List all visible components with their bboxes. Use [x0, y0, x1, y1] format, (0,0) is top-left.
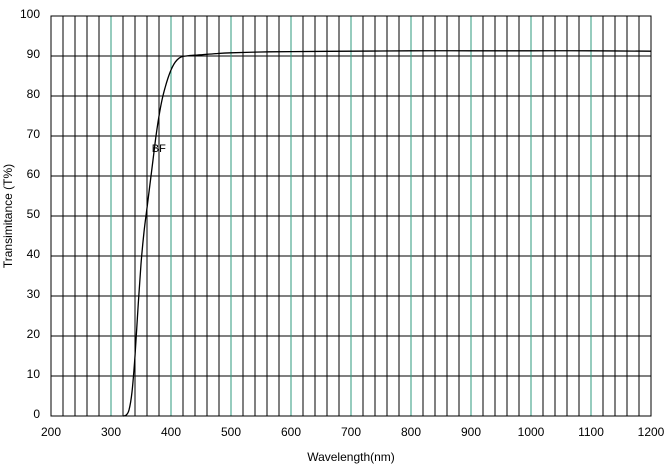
y-tick-label: 0: [33, 407, 40, 421]
x-tick-label: 1100: [578, 425, 604, 439]
x-tick-label: 800: [401, 425, 421, 439]
y-tick-label: 50: [27, 207, 41, 221]
x-tick-label: 700: [341, 425, 361, 439]
series-annotation-bf: BF: [152, 143, 166, 155]
y-axis-label: Transimitance (T%): [1, 164, 15, 268]
x-axis-label: Wavelength(nm): [307, 450, 395, 464]
plot-border: [50, 15, 652, 417]
x-tick-label: 1000: [518, 425, 545, 439]
y-tick-label: 80: [27, 87, 41, 101]
x-tick-label: 300: [101, 425, 121, 439]
x-tick-label: 200: [41, 425, 61, 439]
y-tick-label: 60: [27, 167, 41, 181]
x-tick-label: 900: [461, 425, 481, 439]
x-tick-label: 1200: [638, 425, 664, 439]
y-tick-label: 40: [27, 247, 41, 261]
y-tick-label: 70: [27, 127, 41, 141]
x-tick-label: 400: [161, 425, 181, 439]
x-tick-label: 600: [281, 425, 301, 439]
y-tick-label: 30: [27, 287, 41, 301]
x-tick-label: 500: [221, 425, 241, 439]
y-tick-label: 10: [27, 367, 41, 381]
y-tick-label: 20: [27, 327, 41, 341]
grid: [50, 15, 652, 417]
y-tick-label: 90: [27, 47, 41, 61]
series-line-bf: [122, 50, 652, 417]
y-tick-label: 100: [20, 7, 40, 21]
tick-labels: 200 300 400 500 600 700 800 900 1000 1100 1200 0 10 2…: [20, 7, 664, 439]
